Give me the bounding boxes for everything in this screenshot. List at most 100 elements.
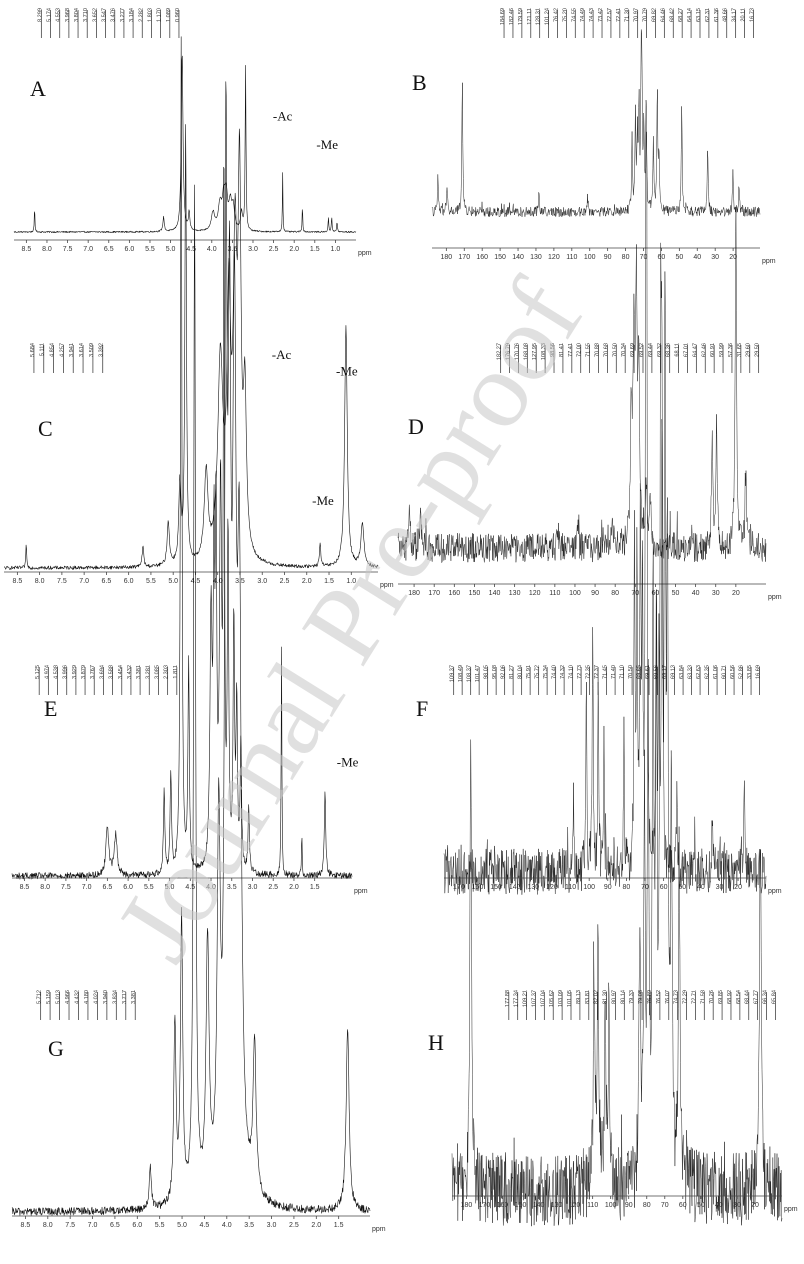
group-annotation: -Ac <box>272 347 292 362</box>
x-tick-label: 7.5 <box>57 578 67 585</box>
peak-label: 71.58 <box>700 990 706 1004</box>
x-tick-label: 130 <box>509 590 521 597</box>
peak-label: 171.11 <box>527 8 533 25</box>
x-tick-label: 3.0 <box>248 246 258 253</box>
peak-label: 4.553 <box>56 8 62 22</box>
peak-label: 69.17 <box>662 665 668 679</box>
peak-label: 4.257 <box>59 343 65 357</box>
x-tick-label: 140 <box>533 1202 545 1209</box>
x-tick-label: 3.5 <box>228 246 238 253</box>
peak-label: 34.17 <box>732 8 738 22</box>
x-tick-label: 50 <box>678 884 686 891</box>
x-tick-label: 100 <box>583 884 595 891</box>
x-tick-label: 170 <box>479 1202 491 1209</box>
x-axis-label: ppm <box>372 1226 386 1233</box>
peak-label: 31.65 <box>737 343 743 357</box>
peak-label: 83.81 <box>585 990 591 1004</box>
peak-label: 177.88 <box>505 990 511 1007</box>
peak-label: 63.15 <box>696 8 702 22</box>
peak-label: 1.803 <box>147 8 153 22</box>
peak-label: 66.34 <box>763 990 769 1004</box>
x-tick-label: 150 <box>515 1202 527 1209</box>
x-tick-label: 8.5 <box>21 1222 31 1229</box>
spectrum-trace <box>397 207 767 563</box>
peak-label: 48.66 <box>723 8 729 22</box>
peak-label: 168.08 <box>523 343 529 360</box>
peak-label: 79.08 <box>638 990 644 1004</box>
peak-label: 108.33 <box>541 343 547 360</box>
peak-label: 5.174 <box>47 8 53 22</box>
panel-letter: E <box>44 696 57 721</box>
panel-letter: A <box>30 76 46 101</box>
x-tick-label: 8.0 <box>42 246 52 253</box>
x-tick-label: 60 <box>652 590 660 597</box>
x-tick-label: 7.0 <box>83 246 93 253</box>
peak-label: 3.804 <box>74 8 80 22</box>
peak-label: 57.36 <box>728 343 734 357</box>
x-tick-label: 4.0 <box>206 884 216 891</box>
peak-label: 70.97 <box>634 8 640 22</box>
peak-label: 75.20 <box>562 8 568 22</box>
x-tick-label: 120 <box>548 254 560 261</box>
peak-label: 76.42 <box>554 8 560 22</box>
x-tick-label: 1.5 <box>324 578 334 585</box>
peak-label: 182.27 <box>497 343 503 360</box>
peak-label: 68.54 <box>736 990 742 1004</box>
peak-label: 74.55 <box>571 8 577 22</box>
x-tick-label: 8.0 <box>43 1222 53 1229</box>
peak-label: 68.36 <box>666 343 672 357</box>
peak-label: 176.79 <box>506 343 512 360</box>
x-tick-label: 2.0 <box>289 246 299 253</box>
x-tick-label: 6.5 <box>102 578 112 585</box>
x-tick-label: 160 <box>472 884 484 891</box>
x-tick-label: 160 <box>448 590 460 597</box>
peak-label: 3.996 <box>63 665 69 679</box>
peak-label: 1.811 <box>173 665 179 679</box>
x-tick-label: 5.0 <box>168 578 178 585</box>
peak-label: 74.43 <box>589 8 595 22</box>
peak-label: 3.834 <box>112 990 118 1004</box>
peak-label: 2.303 <box>164 665 170 679</box>
x-tick-label: 160 <box>497 1202 509 1209</box>
peak-label: 69.82 <box>652 8 658 22</box>
peak-label: 3.381 <box>131 990 137 1004</box>
x-tick-label: 2.5 <box>289 1222 299 1229</box>
peak-label: 29.60 <box>746 343 752 357</box>
peak-label: 3.476 <box>111 8 117 22</box>
x-tick-label: 2.5 <box>269 246 279 253</box>
panel-e: E 5.125 4.974 4.538 3.996 3.929 3.879 3.767 3.69… <box>11 36 368 895</box>
panel-letter: F <box>416 696 428 721</box>
peak-label: 80.04 <box>518 665 524 679</box>
x-tick-label: 130 <box>551 1202 563 1209</box>
x-tick-label: 4.5 <box>200 1222 210 1229</box>
x-tick-label: 170 <box>458 254 470 261</box>
x-tick-label: 130 <box>530 254 542 261</box>
peak-label: 62.31 <box>705 8 711 22</box>
peak-label: 63.84 <box>679 665 685 679</box>
peak-label: 108.37 <box>467 665 473 682</box>
x-tick-label: 70 <box>631 590 639 597</box>
spectrum-trace <box>11 36 353 880</box>
peak-label: 4.974 <box>44 665 50 679</box>
peak-label: 64.46 <box>660 8 666 22</box>
peak-label: 98.56 <box>550 343 556 357</box>
x-tick-label: 50 <box>675 254 683 261</box>
peak-label: 127.95 <box>532 343 538 360</box>
x-tick-label: 90 <box>625 1202 633 1209</box>
peak-label: 60.91 <box>710 343 716 357</box>
peak-label: 77.41 <box>568 343 574 357</box>
peak-label: 4.024 <box>93 990 99 1004</box>
peak-label: 3.710 <box>83 8 89 22</box>
panel-letter: D <box>408 414 424 439</box>
x-tick-label: 1.0 <box>331 246 341 253</box>
peak-label: 70.50 <box>628 665 634 679</box>
spectrum-trace <box>431 29 761 218</box>
x-tick-label: 120 <box>569 1202 581 1209</box>
x-tick-label: 60 <box>658 254 666 261</box>
peak-label: 81.41 <box>559 343 565 357</box>
peak-label: 1.170 <box>157 8 163 22</box>
x-tick-label: 180 <box>440 254 452 261</box>
peak-label: 67.77 <box>754 990 760 1004</box>
x-tick-label: 4.5 <box>185 884 195 891</box>
peak-label: 81.27 <box>509 665 515 679</box>
